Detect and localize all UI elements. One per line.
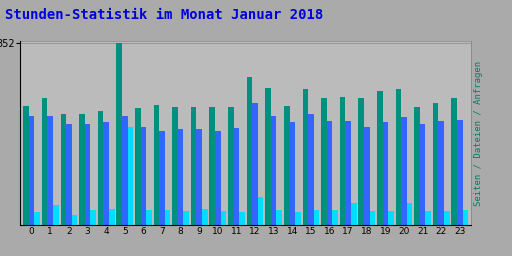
Bar — [247, 77, 252, 225]
Bar — [377, 91, 382, 225]
Bar — [60, 114, 66, 225]
Bar — [29, 116, 34, 225]
Bar — [84, 124, 90, 225]
Bar — [382, 122, 388, 225]
Bar — [197, 129, 202, 225]
Bar — [438, 121, 444, 225]
Bar — [332, 210, 338, 225]
Bar — [358, 98, 364, 225]
Bar — [414, 107, 420, 225]
Bar — [183, 211, 189, 225]
Bar — [165, 210, 170, 225]
Bar — [48, 116, 53, 225]
Bar — [463, 210, 468, 225]
Bar — [215, 131, 221, 225]
Bar — [172, 107, 178, 225]
Bar — [53, 205, 59, 225]
Bar — [351, 204, 356, 225]
Bar — [452, 98, 457, 225]
Bar — [109, 209, 115, 225]
Bar — [34, 212, 40, 225]
Bar — [154, 105, 159, 225]
Bar — [321, 98, 327, 225]
Y-axis label: Seiten / Dateien / Anfragen: Seiten / Dateien / Anfragen — [474, 61, 483, 206]
Bar — [308, 114, 314, 225]
Bar — [23, 106, 29, 225]
Bar — [327, 121, 332, 225]
Bar — [401, 117, 407, 225]
Bar — [98, 111, 103, 225]
Bar — [407, 204, 412, 225]
Bar — [178, 129, 183, 225]
Bar — [122, 116, 127, 225]
Bar — [420, 124, 425, 225]
Bar — [72, 215, 77, 225]
Bar — [233, 128, 239, 225]
Bar — [314, 210, 319, 225]
Bar — [159, 131, 165, 225]
Bar — [271, 116, 276, 225]
Bar — [346, 121, 351, 225]
Bar — [265, 88, 271, 225]
Bar — [103, 122, 109, 225]
Bar — [425, 211, 431, 225]
Bar — [221, 211, 226, 225]
Bar — [141, 127, 146, 225]
Bar — [202, 209, 207, 225]
Bar — [191, 107, 197, 225]
Bar — [370, 211, 375, 225]
Bar — [239, 212, 245, 225]
Bar — [289, 122, 295, 225]
Bar — [295, 212, 301, 225]
Bar — [303, 89, 308, 225]
Bar — [66, 124, 72, 225]
Bar — [284, 106, 289, 225]
Bar — [444, 211, 450, 225]
Bar — [388, 211, 394, 225]
Bar — [276, 210, 282, 225]
Bar — [396, 89, 401, 225]
Text: Stunden-Statistik im Monat Januar 2018: Stunden-Statistik im Monat Januar 2018 — [5, 8, 324, 22]
Bar — [135, 109, 141, 225]
Bar — [116, 42, 122, 225]
Bar — [146, 210, 152, 225]
Bar — [457, 120, 463, 225]
Bar — [252, 103, 258, 225]
Bar — [433, 103, 438, 225]
Bar — [79, 114, 84, 225]
Bar — [340, 97, 346, 225]
Bar — [127, 127, 133, 225]
Bar — [90, 210, 96, 225]
Bar — [228, 107, 233, 225]
Bar — [258, 197, 264, 225]
Bar — [42, 98, 48, 225]
Bar — [364, 127, 370, 225]
Bar — [209, 107, 215, 225]
